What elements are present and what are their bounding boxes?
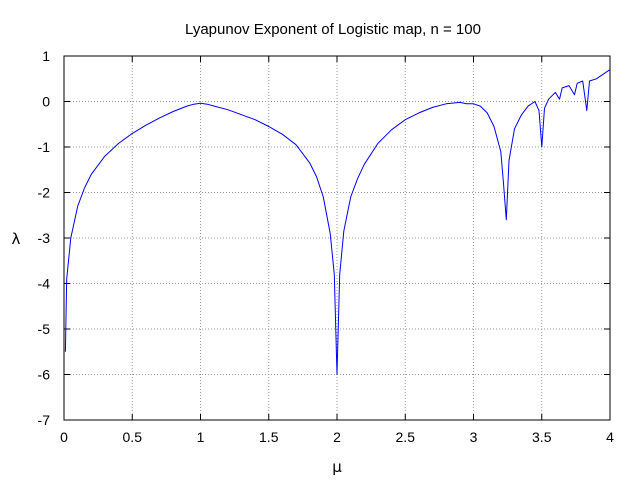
y-tick-label: -2 (38, 185, 51, 201)
y-tick-label: -5 (38, 321, 51, 337)
grid-lines (64, 56, 610, 420)
x-tick-label: 2.5 (396, 429, 416, 445)
y-tick-label: -1 (38, 139, 51, 155)
x-tick-label: 0.5 (123, 429, 143, 445)
x-tick-label: 3.5 (532, 429, 552, 445)
y-tick-label: -4 (38, 276, 51, 292)
series-layer (64, 69, 611, 375)
x-tick-label: 3 (470, 429, 478, 445)
x-tick-label: 1.5 (259, 429, 279, 445)
y-tick-label: 1 (42, 48, 50, 64)
y-tick-label: 0 (42, 94, 50, 110)
y-tick-label: -3 (38, 230, 51, 246)
chart-title: Lyapunov Exponent of Logistic map, n = 1… (185, 21, 481, 38)
y-tick-label: -7 (38, 412, 51, 428)
lyapunov-series-line (64, 69, 611, 375)
y-axis-label: λ (12, 230, 21, 248)
axis-ticks: 0 0.5 1 1.5 2 2.5 3 3.5 4 1 0 -1 -2 -3 -4 -5 -6 -7 (38, 48, 615, 445)
x-tick-label: 4 (606, 429, 614, 445)
x-axis-label: μ (332, 458, 342, 476)
x-tick-label: 2 (333, 429, 341, 445)
y-tick-label: -6 (38, 367, 51, 383)
x-tick-label: 0 (60, 429, 68, 445)
x-tick-label: 1 (197, 429, 205, 445)
